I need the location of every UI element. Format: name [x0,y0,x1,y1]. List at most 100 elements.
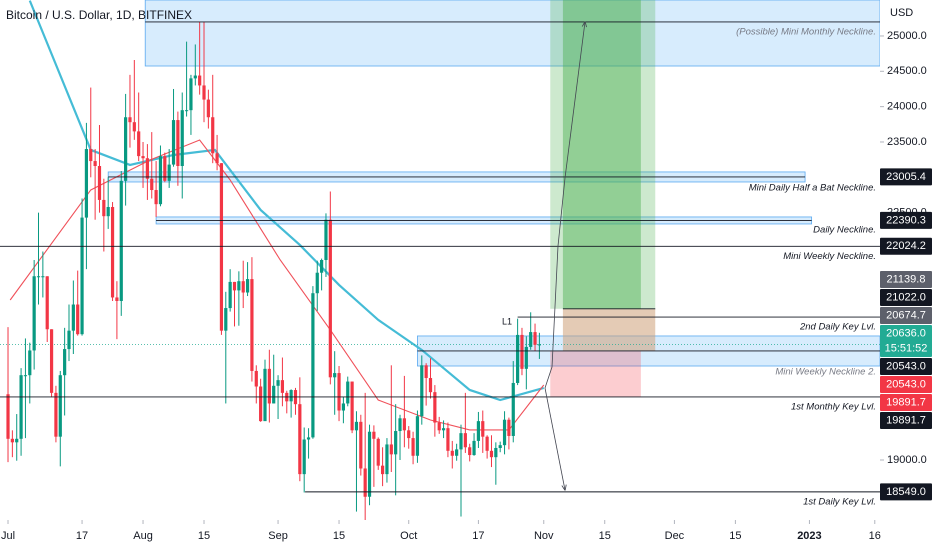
level-label: Mini Weekly Neckline. [783,251,876,262]
candle-body [202,85,206,100]
candle-body [320,260,324,273]
candle-body [354,421,359,431]
price-badge-label: 20674.7 [886,309,926,321]
moving-average [9,139,545,431]
price-badge-label: 20636.0 [886,327,926,339]
level-label: 2nd Daily Key Lvl. [799,322,876,333]
candle-body [298,404,302,475]
projection-arrows [544,22,585,490]
candle-body [306,437,311,440]
candle-body [80,217,84,335]
candle-body [481,421,485,437]
candle-body [28,350,32,376]
price-badge-label: 20543.0 [886,360,926,372]
candle-body [89,149,93,162]
candle-body [450,450,454,456]
price-badge-label: 18549.0 [886,486,926,498]
candle-body [259,386,263,422]
candle-body [428,378,433,393]
candle-body [163,156,167,181]
price-badges: 23005.4 22390.3 22024.2 21139.8 21022.0 20674… [880,168,932,501]
price-badge [880,271,932,289]
position-tool [550,0,656,397]
candle-body [237,281,241,291]
x-tick-label: 15 [599,530,611,542]
candle-body [280,380,285,393]
candle-body [228,281,232,309]
candles [6,21,541,522]
candle-body [537,344,541,346]
y-tick-label: 24500.0 [887,65,927,77]
candle-body [511,382,515,436]
candle-body [167,164,171,181]
candle-body [455,449,459,456]
x-tick-label: 17 [472,530,484,542]
level-label: 1st Daily Key Lvl. [803,496,876,507]
candle-body [276,380,280,386]
candle-body [49,329,54,393]
x-tick-label: Oct [400,530,417,542]
level-label: Mini Daily Half a Bat Neckline. [749,182,876,193]
candle-body [407,430,411,439]
candle-body [385,444,389,475]
candle-body [63,349,67,376]
candle-body [189,78,193,111]
entry-zone [562,308,656,351]
candle-body [489,450,494,458]
candle-body [97,166,102,200]
candle-body [420,365,424,417]
moving-average [28,0,545,402]
x-tick-label: 17 [76,530,88,542]
candle-body [363,468,367,497]
candle-body [45,276,49,330]
candle-body [54,392,58,437]
candle-body [380,465,385,475]
levels: (Possible) Mini Monthly Neckline. Mini Da… [0,21,880,507]
candle-body [158,156,163,205]
candle-body [311,293,315,438]
candle-body [372,431,376,439]
candle-body [219,163,224,331]
price-badge-label: 21139.8 [887,273,926,285]
price-badge-label: 19891.7 [886,414,926,426]
candle-body [267,368,271,404]
chart-title: Bitcoin / U.S. Dollar, 1D, BITFINEX [6,8,192,22]
price-badge-label: 21022.0 [886,291,926,303]
price-badge [880,168,932,186]
candle-body [507,419,511,436]
price-badge-label: 19891.7 [886,396,926,408]
candle-body [520,334,524,369]
candle-body [6,394,10,439]
time-axis-bg [0,520,880,550]
price-badge-label: 20543.0 [886,378,926,390]
candle-body [193,75,197,79]
stop-zone [550,350,641,397]
arrow-down [544,387,565,490]
candle-body [184,110,189,112]
candle-body [502,419,507,446]
candle-body [15,438,19,443]
candle-body [516,334,520,383]
candle-body [324,219,328,260]
candle-body [472,440,476,456]
candle-body [346,381,350,404]
candle-body [250,279,254,371]
candle-body [263,368,267,422]
candle-body [315,272,319,294]
candle-body [137,131,141,157]
candle-body [84,149,89,218]
candle-body [10,438,14,443]
candle-body [337,373,341,411]
candle-body [468,447,472,456]
price-badge [880,211,932,229]
x-tick-label: Dec [665,530,685,542]
y-tick-label: 25000.0 [887,30,927,42]
price-badge [880,237,932,255]
candle-body [110,206,115,298]
candle-body [524,346,528,369]
candle-body [463,433,467,448]
x-tick-label: 15 [729,530,741,542]
arrow-up [544,22,585,389]
x-tick-label: 2023 [797,530,821,542]
candle-body [23,375,28,377]
